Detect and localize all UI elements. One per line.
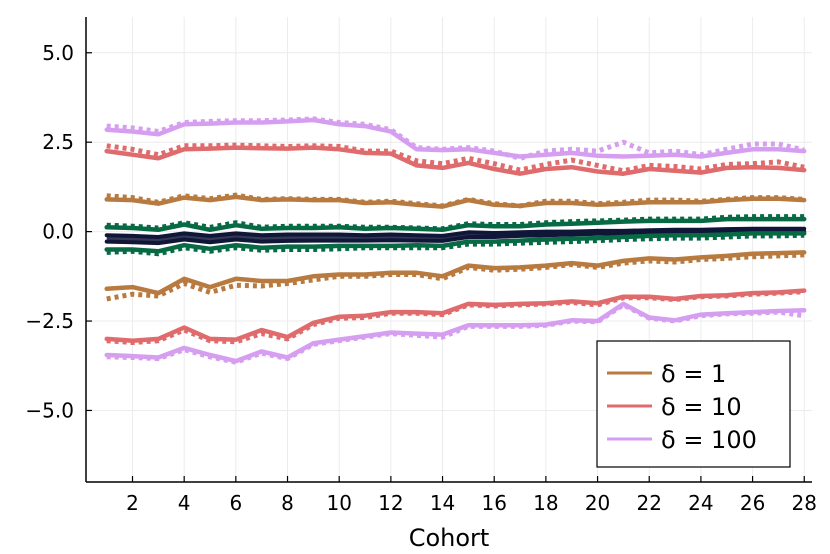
- x-axis-title: Cohort: [409, 524, 490, 552]
- legend-box: [596, 340, 791, 468]
- y-tick-label: 5.0: [42, 41, 74, 65]
- y-tick-label: 2.5: [42, 130, 74, 154]
- series-line-1: [106, 116, 805, 161]
- x-tick-label: 12: [378, 491, 403, 515]
- x-tick-label: 28: [792, 491, 817, 515]
- x-tick-label: 14: [430, 491, 455, 515]
- series-line-13: [106, 252, 805, 302]
- series-line-3: [106, 142, 805, 174]
- series-line-17: [106, 302, 805, 365]
- series-layer: [104, 116, 807, 365]
- legend-label: δ = 1: [661, 360, 726, 388]
- series-line-0: [104, 117, 807, 159]
- series-line-8: [104, 226, 807, 239]
- series-line-15: [106, 289, 805, 345]
- series-line-10: [104, 231, 807, 254]
- series-line-5: [106, 192, 805, 209]
- y-tick-label: 0.0: [42, 220, 74, 244]
- x-tick-label: 18: [533, 491, 558, 515]
- x-tick-label: 26: [740, 491, 765, 515]
- x-tick-label: 24: [688, 491, 713, 515]
- x-tick-label: 2: [126, 491, 139, 515]
- legend: δ = 1 δ = 10 δ = 100: [596, 340, 791, 468]
- series-line-6: [104, 216, 807, 233]
- legend-label: δ = 100: [661, 426, 757, 454]
- x-tick-label: 16: [481, 491, 506, 515]
- x-tick-label: 22: [637, 491, 662, 515]
- x-tick-label: 8: [281, 491, 294, 515]
- legend-label: δ = 10: [661, 393, 742, 421]
- y-tick-label: −5.0: [25, 398, 74, 422]
- series-line-2: [104, 145, 807, 176]
- y-tick-label: −2.5: [25, 309, 74, 333]
- x-tick-label: 20: [585, 491, 610, 515]
- series-line-9: [104, 229, 807, 246]
- x-tick-label: 4: [178, 491, 191, 515]
- x-ticks: 2 4 6 8 10 12 14 16 18 20 22 24 26 28: [126, 476, 817, 515]
- x-tick-label: 6: [229, 491, 242, 515]
- x-tick-label: 10: [326, 491, 351, 515]
- axes: [85, 17, 812, 483]
- series-line-12: [104, 250, 807, 296]
- y-ticks: 5.0 2.5 0.0 −2.5 −5.0: [25, 41, 92, 422]
